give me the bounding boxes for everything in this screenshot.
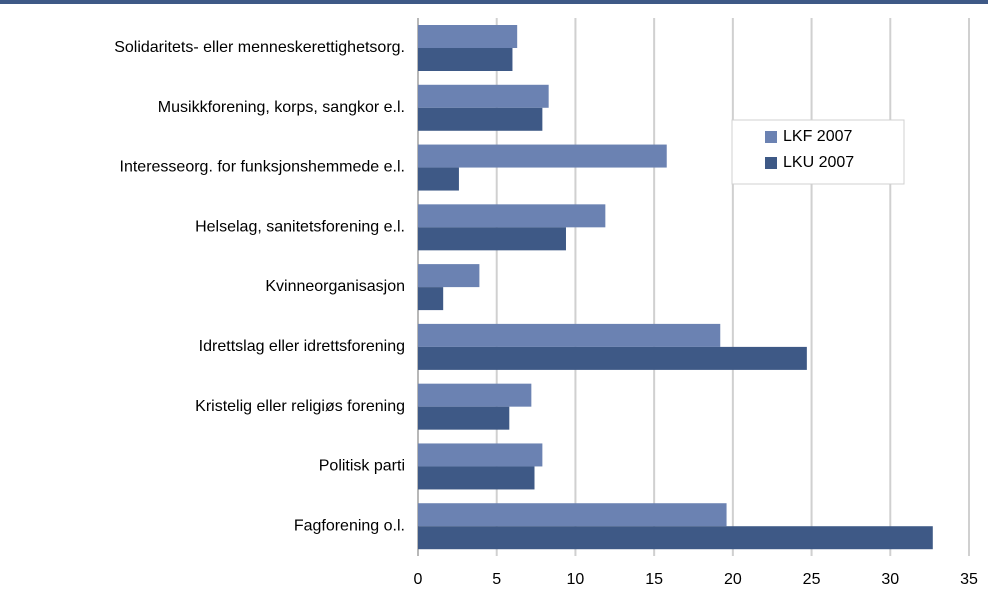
x-tick-label: 5: [492, 571, 501, 588]
x-tick-label: 20: [724, 571, 742, 588]
bar: [418, 383, 532, 407]
y-tick-label: Interesseorg. for funksjonshemmede e.l.: [120, 159, 405, 176]
y-tick-label: Solidaritets- eller menneskerettighetsor…: [114, 39, 405, 56]
y-tick-label: Kvinneorganisasjon: [265, 278, 405, 295]
y-tick-label: Fagforening o.l.: [294, 517, 405, 534]
legend-label: LKU 2007: [783, 154, 854, 171]
x-tick-label: 10: [567, 571, 585, 588]
y-tick-label: Politisk parti: [319, 458, 405, 475]
bar: [418, 287, 444, 311]
bar: [418, 346, 807, 370]
legend-swatch: [765, 157, 777, 169]
bar: [418, 25, 518, 48]
bar: [418, 204, 606, 228]
bar: [418, 107, 543, 131]
legend-box: [731, 119, 905, 185]
y-tick-label: Idrettslag eller idrettsforening: [199, 338, 405, 355]
bar: [418, 526, 933, 550]
y-tick-label: Helselag, sanitetsforening e.l.: [195, 218, 405, 235]
bar: [418, 503, 727, 527]
x-tick-label: 15: [645, 571, 663, 588]
x-tick-label: 25: [803, 571, 821, 588]
x-tick-label: 35: [960, 571, 978, 588]
y-tick-label: Musikkforening, korps, sangkor e.l.: [158, 99, 405, 116]
bar: [418, 264, 480, 288]
legend-swatch: [765, 131, 777, 143]
x-tick-label: 30: [881, 571, 899, 588]
top-rule: [0, 0, 988, 4]
bar: [418, 84, 549, 108]
bar: [418, 48, 513, 71]
bar: [418, 466, 535, 490]
bar: [418, 443, 543, 467]
legend-label: LKF 2007: [783, 128, 852, 145]
y-tick-label: Kristelig eller religiøs forening: [195, 398, 405, 415]
bar: [418, 227, 566, 251]
x-tick-label: 0: [414, 571, 423, 588]
bar: [418, 144, 667, 168]
bar: [418, 167, 459, 191]
bar: [418, 323, 721, 347]
bar: [418, 406, 510, 430]
